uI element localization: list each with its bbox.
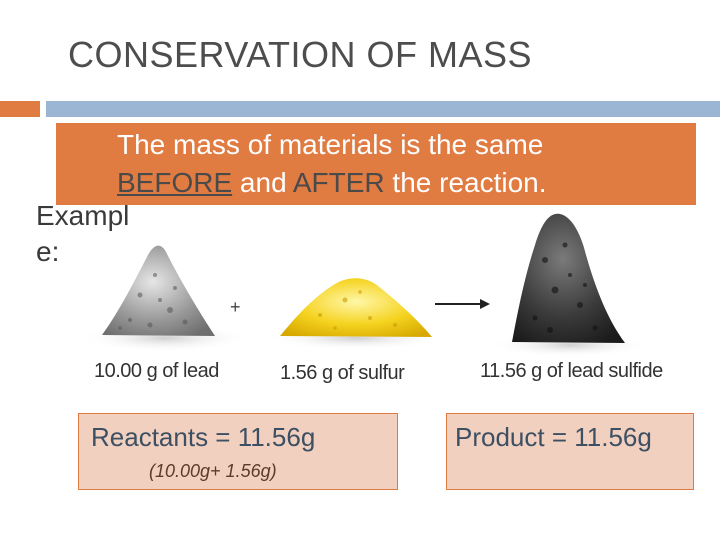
lead-texture: [118, 273, 188, 330]
accent-bar-blue: [46, 101, 720, 117]
product-box: Product = 11.56g: [446, 413, 694, 490]
product-caption: 11.56 g of lead sulfide: [480, 360, 663, 382]
reaction-illustration: +: [80, 213, 650, 357]
after-word: AFTER: [292, 167, 385, 198]
banner-line-2: BEFORE and AFTER the reaction.: [117, 167, 547, 199]
definition-banner: The mass of materials is the same BEFORE…: [56, 121, 696, 205]
sulfur-caption: 1.56 g of sulfur: [280, 362, 405, 384]
product-text: Product = 11.56g: [455, 422, 652, 452]
reactants-detail: (10.00g+ 1.56g): [149, 461, 277, 481]
lead-caption: 10.00 g of lead: [94, 360, 219, 382]
product-texture: [532, 242, 598, 333]
reactants-box: Reactants = 11.56g (10.00g+ 1.56g): [78, 413, 398, 490]
banner-end-text: the reaction.: [384, 167, 547, 198]
plus-sign: +: [230, 297, 241, 317]
example-line-1: Exampl: [36, 200, 130, 231]
product-pile: [512, 213, 625, 343]
example-line-2: e:: [36, 236, 60, 267]
lead-pile: [102, 245, 215, 336]
before-word: BEFORE: [117, 167, 233, 198]
reactants-text: Reactants = 11.56g: [91, 422, 316, 452]
slide-title: CONSERVATION OF MASS: [68, 34, 533, 75]
banner-line-1: The mass of materials is the same: [117, 129, 544, 160]
sulfur-texture: [318, 290, 397, 330]
accent-bar-orange: [0, 101, 40, 117]
example-label: Exampl e:: [36, 198, 166, 270]
right-arrow-icon: [435, 299, 490, 309]
sulfur-pile: [280, 278, 432, 337]
and-word: and: [232, 167, 293, 198]
